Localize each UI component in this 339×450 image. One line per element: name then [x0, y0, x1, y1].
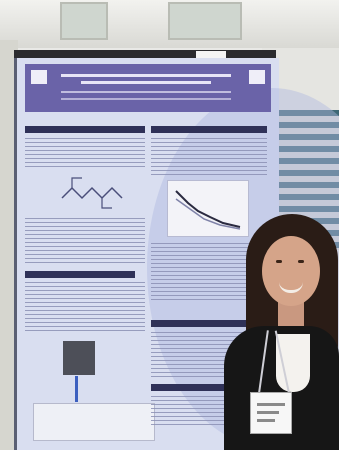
- section-header-introduction: [25, 126, 145, 133]
- name-badge: [250, 392, 292, 434]
- results-chart: [167, 180, 249, 237]
- gel-image: [63, 341, 95, 375]
- presenter-eye-right: [298, 260, 304, 263]
- poster-header: [25, 64, 271, 112]
- poster-affiliation-line: [61, 98, 231, 100]
- poster-title-line: [81, 81, 211, 84]
- methods-text: [25, 218, 145, 266]
- badge-text-line: [257, 403, 285, 406]
- presenter-eye-left: [276, 260, 282, 263]
- badge-text-line: [257, 419, 275, 422]
- section-header-objectives: [151, 126, 267, 133]
- poster-title-line: [61, 74, 231, 77]
- window-left: [60, 2, 108, 40]
- introduction-text: [25, 138, 145, 170]
- section-header-conclusions: [151, 320, 261, 327]
- section-header-results-left: [25, 271, 135, 278]
- results-text-left: [25, 282, 145, 334]
- left-logo: [31, 70, 47, 84]
- chart-plot: [175, 190, 241, 230]
- figure-caption-box: [33, 403, 155, 441]
- poster-authors-line: [61, 91, 231, 93]
- gel-band: [75, 376, 78, 402]
- badge-text-line: [257, 411, 279, 414]
- presenter-smile: [279, 282, 303, 293]
- scientific-poster: [14, 58, 339, 450]
- objectives-text: [151, 138, 267, 176]
- poster-number-label: [196, 51, 226, 60]
- window-center: [168, 2, 242, 40]
- section-header-references: [151, 384, 251, 391]
- chemical-structure-diagram: [61, 177, 123, 209]
- right-logo: [249, 70, 265, 84]
- presenter-face: [262, 236, 320, 306]
- wall-left: [0, 40, 18, 450]
